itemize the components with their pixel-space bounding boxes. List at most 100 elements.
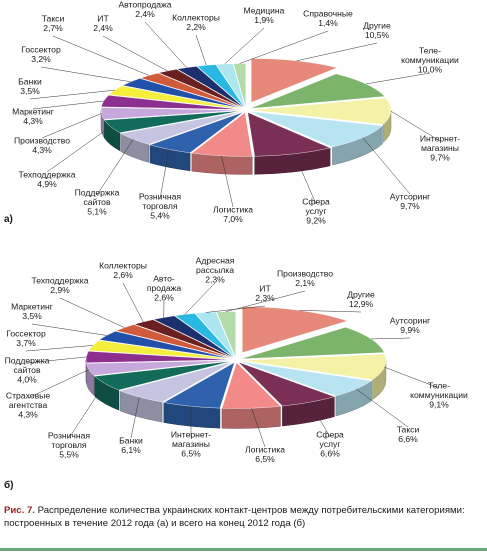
leader-line-4: [356, 388, 409, 428]
slice-label-5: Сфера услуг 9,2%: [302, 197, 330, 226]
leader-line-12: [29, 89, 115, 100]
slice-8: [119, 111, 243, 145]
slice-14: [115, 324, 233, 359]
slice-3: [240, 353, 387, 380]
slice-label-19: Справочные 1,4%: [303, 8, 353, 28]
slice-13: [122, 78, 243, 109]
slice-label-19: Производство 2,1%: [277, 268, 333, 288]
slice-label-15: ИТ 2,4%: [93, 13, 113, 33]
caption-prefix: Рис. 7.: [4, 505, 35, 516]
leader-line-8: [96, 139, 134, 196]
leader-line-18: [224, 27, 265, 65]
slice-label-2: Теле-коммуникации 10,0%: [401, 46, 459, 75]
slice-label-1: Другие 12,9%: [347, 289, 375, 309]
slice-label-4: Такси 6,6%: [397, 424, 420, 444]
leader-line-16: [144, 21, 187, 68]
slice-15: [158, 69, 244, 109]
slice-label-10: Производство 4,3%: [14, 135, 70, 155]
leader-line-11: [26, 356, 87, 364]
slice-label-1: Другие 10,5%: [363, 20, 391, 40]
caption-text: Распределение количества украинских конт…: [4, 505, 465, 529]
slice-17: [174, 313, 235, 358]
slice-label-3: Теле-коммуникации 9,1%: [410, 381, 468, 410]
leader-line-3: [390, 110, 441, 142]
slice-3: [250, 97, 392, 125]
slice-10: [100, 107, 242, 120]
leader-line-17: [195, 34, 207, 66]
leader-line-5: [309, 402, 331, 438]
slice-label-7: Розничная торговля 5,4%: [139, 192, 182, 221]
panel-label: б): [4, 479, 14, 491]
pie-charts-figure: Другие 10,5% Теле-коммуникации 10,0% Интерне…: [4, 0, 468, 492]
pie-chart-a: Другие 10,5% Теле-коммуникации 10,0% Интерне…: [4, 0, 460, 226]
slice-4: [249, 111, 383, 148]
slice-label-17: Адресная рассылка 2,3%: [196, 256, 235, 285]
slice-label-9: Техподдержка 4,9%: [19, 169, 76, 189]
slice-2: [240, 327, 385, 360]
slice-label-11: Поддержка сайтов 4,0%: [5, 356, 50, 385]
slice-label-18: Медицина 1,9%: [244, 5, 285, 25]
slice-8: [119, 361, 233, 403]
slice-label-17: Коллекторы 2,2%: [172, 12, 220, 32]
slice-label-10: Страховые агентства 4,3%: [6, 391, 50, 420]
leader-line-13: [40, 66, 131, 83]
slice-2: [250, 73, 386, 109]
slice-7: [149, 111, 244, 154]
leader-line-6: [221, 155, 234, 208]
leader-line-1: [299, 310, 362, 313]
slice-label-14: Техподдержка 2,9%: [32, 275, 89, 295]
slice-13: [98, 331, 232, 359]
slice-label-8: Банки 6,1%: [119, 435, 143, 455]
leader-line-19: [239, 30, 329, 64]
leader-line-7: [159, 149, 170, 200]
slice-label-16: Автопродажа 2,4%: [118, 0, 171, 19]
slice-label-18: ИТ 2,3%: [255, 283, 275, 303]
slice-label-13: Госсектор 3,2%: [21, 44, 61, 64]
leader-line-12: [25, 345, 93, 352]
pie-chart-b: Другие 12,9% Аутсоринг 9,9% Теле-коммуникаци…: [4, 256, 468, 492]
slice-label-13: Маркетинг 3,5%: [11, 301, 53, 321]
leader-line-8: [130, 397, 140, 439]
slice-17: [196, 64, 245, 108]
leader-line-15: [122, 282, 144, 322]
leader-line-10: [27, 369, 90, 399]
slice-12: [108, 85, 242, 110]
leader-line-11: [32, 100, 104, 110]
leader-line-1: [296, 42, 378, 62]
leader-line-4: [362, 137, 411, 195]
slice-11: [85, 351, 232, 363]
leader-line-9: [68, 383, 105, 439]
leader-line-19: [226, 290, 306, 312]
leader-line-6: [251, 408, 266, 448]
slice-label-6: Логистика 7,0%: [213, 204, 253, 224]
slice-label-12: Банки 3,5%: [18, 76, 42, 96]
leader-line-2: [371, 337, 411, 340]
slice-label-12: Госсектор 3,7%: [6, 328, 46, 348]
leader-line-14: [59, 297, 125, 328]
leader-line-17: [184, 282, 216, 315]
slice-label-5: Сфера услуг 6,6%: [316, 430, 344, 459]
slice-5: [247, 112, 331, 157]
panel-label: а): [4, 214, 13, 225]
leader-line-3: [384, 366, 440, 389]
slice-9: [104, 110, 242, 133]
leader-line-14: [52, 35, 150, 76]
leader-line-9: [46, 126, 111, 173]
slice-6: [191, 112, 253, 157]
figure-caption: Рис. 7. Распределение количества украинс…: [4, 505, 476, 530]
slice-label-9: Розничная торговля 5,5%: [48, 431, 91, 460]
slice-label-15: Коллекторы 2,6%: [99, 260, 147, 280]
leader-line-13: [31, 323, 107, 336]
slice-12: [88, 340, 232, 360]
slice-18: [194, 311, 236, 358]
leader-line-2: [366, 72, 431, 85]
slice-10: [86, 360, 232, 376]
slice-label-16: Авто-продажа 2,6%: [147, 274, 182, 303]
slice-label-14: Такси 2,7%: [42, 13, 65, 33]
slice-9: [94, 361, 232, 391]
slice-label-11: Маркетинг 4,3%: [12, 106, 54, 126]
leader-line-10: [41, 113, 102, 139]
slice-label-3: Интернет-магазины 9,7%: [420, 134, 460, 163]
slice-18: [216, 63, 246, 108]
slice-label-8: Поддержка сайтов 5,1%: [75, 188, 120, 217]
